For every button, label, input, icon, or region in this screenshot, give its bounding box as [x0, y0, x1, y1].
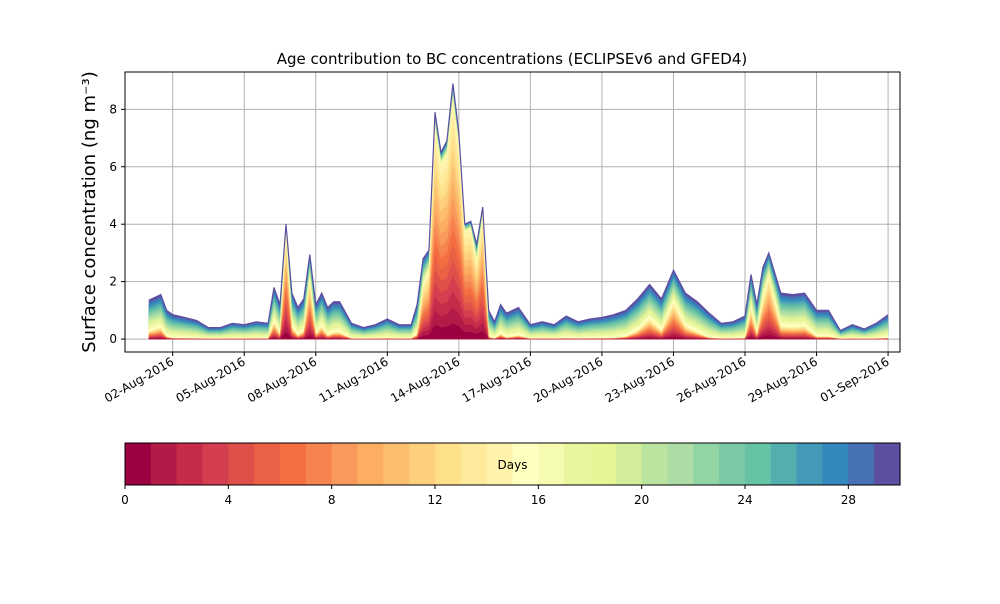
colorbar-cell [383, 443, 410, 485]
colorbar-tick-label: 8 [328, 493, 336, 507]
colorbar-tick-label: 24 [737, 493, 752, 507]
colorbar-cell [590, 443, 617, 485]
colorbar-cell [564, 443, 591, 485]
colorbar-tick-label: 28 [841, 493, 856, 507]
colorbar-tick-label: 16 [531, 493, 546, 507]
y-tick-label: 4 [109, 217, 117, 231]
colorbar-cell [254, 443, 281, 485]
colorbar-cell [719, 443, 746, 485]
colorbar-cell [693, 443, 720, 485]
age-band-26 [148, 87, 889, 340]
colorbar-tick-label: 12 [427, 493, 442, 507]
colorbar-cell [874, 443, 901, 485]
y-axis-label: Surface concentration (ng m⁻³) [79, 71, 100, 353]
chart-title: Age contribution to BC concentrations (E… [277, 50, 748, 68]
colorbar-cell [822, 443, 849, 485]
colorbar-cell [125, 443, 152, 485]
total-outline [148, 83, 889, 332]
colorbar-frame [124, 442, 901, 486]
grid [125, 72, 900, 352]
colorbar-cell [202, 443, 229, 485]
colorbar-cell [615, 443, 643, 485]
colorbar-cell [745, 443, 772, 485]
colorbar-cell [770, 443, 798, 485]
plot-frame [124, 71, 901, 353]
y-tick-label: 2 [109, 275, 117, 289]
y-tick-label: 6 [109, 160, 117, 174]
stacked-areas [148, 83, 889, 340]
colorbar-cell [357, 443, 384, 485]
colorbar-cell [641, 443, 669, 485]
colorbar-cell [409, 443, 436, 485]
colorbar-tick-label: 0 [121, 493, 129, 507]
colorbar-tick-label: 20 [634, 493, 649, 507]
colorbar-cell [331, 443, 359, 485]
colorbar-cell [848, 443, 875, 485]
colorbar-cell [460, 443, 488, 485]
colorbar-cell [280, 443, 307, 485]
colorbar-cell [176, 443, 204, 485]
y-tick-label: 0 [109, 332, 117, 346]
colorbar-tick-label: 4 [225, 493, 233, 507]
colorbar-cell [486, 443, 514, 485]
y-tick-label: 8 [109, 102, 117, 116]
colorbar-cell [512, 443, 539, 485]
colorbar-cell [538, 443, 565, 485]
colorbar-cell [150, 443, 178, 485]
colorbar-cell [305, 443, 333, 485]
colorbar-cell [796, 443, 824, 485]
colorbar-label: Days [498, 458, 528, 472]
colorbar: 0 4 8 12 16 20 24 28 Days [121, 442, 901, 507]
colorbar-cell [435, 443, 462, 485]
colorbar-cell [228, 443, 255, 485]
colorbar-cell [667, 443, 694, 485]
